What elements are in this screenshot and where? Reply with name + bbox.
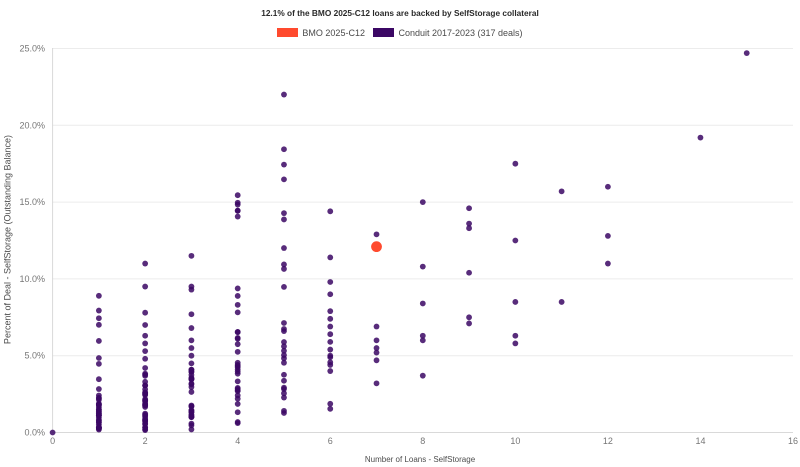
svg-text:10.0%: 10.0% (19, 274, 45, 284)
svg-text:25.0%: 25.0% (19, 44, 45, 54)
svg-text:6: 6 (328, 436, 333, 446)
svg-text:16: 16 (788, 436, 798, 446)
svg-text:0: 0 (50, 436, 55, 446)
svg-text:5.0%: 5.0% (24, 351, 45, 361)
svg-text:10: 10 (510, 436, 520, 446)
svg-text:20.0%: 20.0% (19, 120, 45, 130)
svg-text:0.0%: 0.0% (24, 428, 45, 438)
svg-text:12: 12 (603, 436, 613, 446)
svg-text:15.0%: 15.0% (19, 197, 45, 207)
svg-text:8: 8 (420, 436, 425, 446)
svg-text:4: 4 (235, 436, 240, 446)
svg-text:2: 2 (143, 436, 148, 446)
svg-text:14: 14 (695, 436, 705, 446)
